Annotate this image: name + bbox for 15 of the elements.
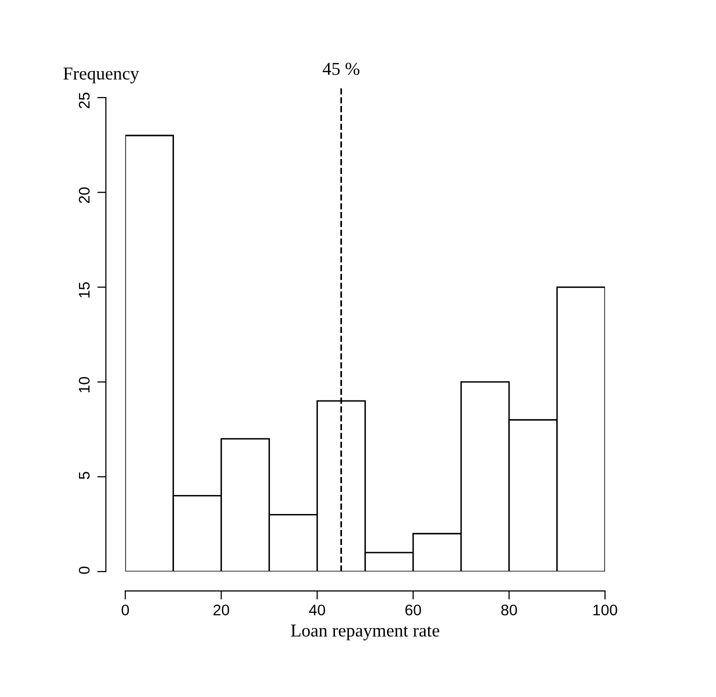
- y-tick-label: 5: [78, 472, 90, 480]
- x-axis-title: Loan repayment rate: [290, 624, 440, 640]
- y-axis-title: Frequency: [63, 68, 140, 84]
- y-tick-label: 10: [78, 377, 90, 392]
- x-tick-label: 60: [405, 604, 422, 616]
- x-tick-label: 20: [214, 604, 230, 616]
- x-tick-label: 80: [501, 604, 517, 616]
- y-tick-label: 25: [78, 92, 90, 108]
- ref-line-label: 45 %: [322, 62, 360, 76]
- x-tick-label: 100: [593, 604, 618, 616]
- x-tick-label: 40: [309, 604, 326, 616]
- y-tick-label: 20: [78, 187, 90, 204]
- y-tick-label: 15: [78, 282, 90, 298]
- x-tick-label: 0: [122, 604, 129, 616]
- y-tick-label: 0: [78, 566, 90, 574]
